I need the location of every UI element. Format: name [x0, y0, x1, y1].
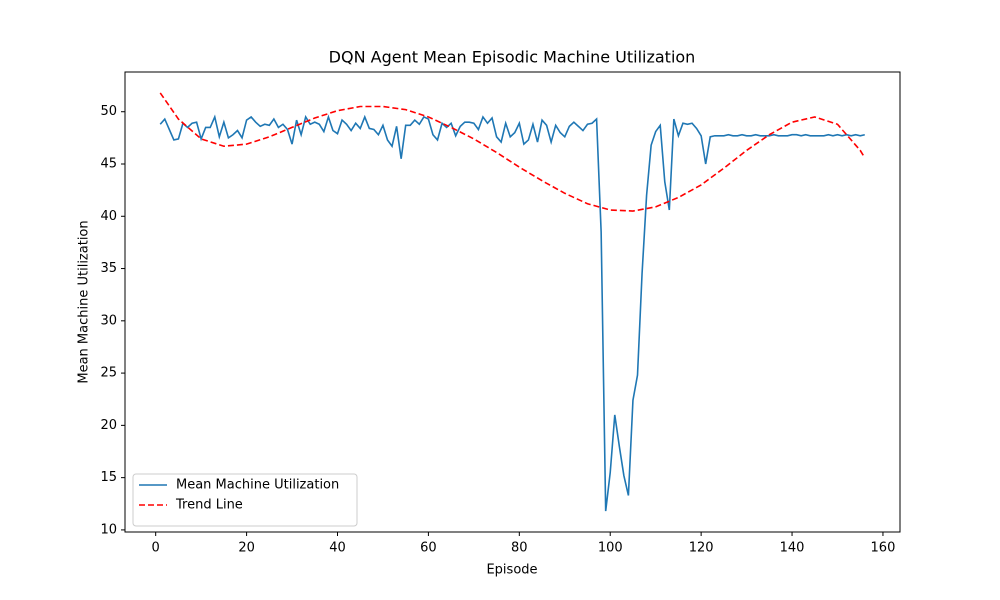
y-tick-label: 50: [100, 104, 117, 119]
legend-label: Trend Line: [175, 498, 243, 513]
x-tick-label: 60: [420, 541, 437, 556]
y-tick-label: 35: [100, 261, 117, 276]
y-tick-label: 15: [100, 470, 117, 485]
y-tick-label: 40: [100, 209, 117, 224]
x-tick-label: 140: [780, 541, 805, 556]
x-tick-label: 0: [152, 541, 160, 556]
x-tick-label: 120: [689, 541, 714, 556]
y-tick-label: 45: [100, 157, 117, 172]
y-tick-label: 25: [100, 366, 117, 381]
legend-box: [132, 473, 358, 527]
y-tick-label: 20: [100, 418, 117, 433]
y-axis-label: Mean Machine Utilization: [77, 220, 92, 383]
x-tick-label: 160: [871, 541, 896, 556]
x-tick-label: 20: [238, 541, 255, 556]
x-axis-label: Episode: [486, 563, 537, 578]
chart-title: DQN Agent Mean Episodic Machine Utilizat…: [329, 48, 696, 67]
y-tick-label: 10: [100, 522, 117, 537]
data-line: [159, 92, 866, 212]
legend-label: Mean Machine Utilization: [176, 478, 339, 493]
y-tick-label: 30: [100, 313, 117, 328]
x-tick-label: 40: [329, 541, 346, 556]
x-tick-label: 80: [511, 541, 528, 556]
x-tick-label: 100: [598, 541, 623, 556]
plot-frame: [124, 71, 901, 533]
data-line: [159, 114, 865, 512]
